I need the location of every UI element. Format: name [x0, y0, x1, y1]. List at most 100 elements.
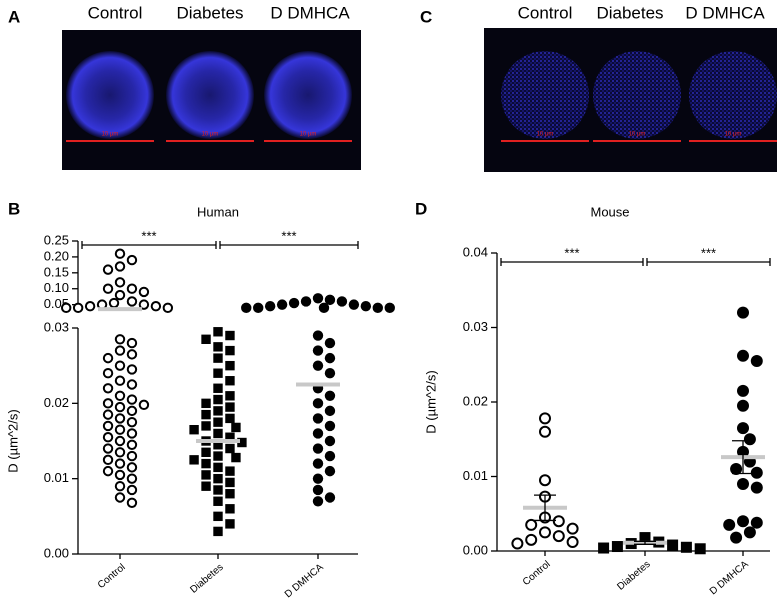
- data-point: [743, 433, 756, 446]
- data-point: [201, 334, 211, 344]
- data-point: [225, 443, 235, 454]
- data-point: [225, 345, 235, 356]
- data-point: [312, 484, 324, 496]
- y-tick-label: 0.00: [463, 542, 488, 557]
- data-point: [114, 413, 126, 424]
- data-point: [114, 390, 126, 401]
- y-tick-label: 0.10: [44, 280, 69, 295]
- data-point: [114, 345, 126, 356]
- data-point: [126, 473, 138, 484]
- data-point: [138, 399, 150, 411]
- data-point: [126, 296, 138, 307]
- data-point: [324, 390, 336, 401]
- data-point: [126, 484, 138, 496]
- data-point: [102, 454, 114, 466]
- data-point: [225, 330, 235, 341]
- data-point: [225, 376, 235, 386]
- data-point: [126, 394, 138, 405]
- data-point: [213, 440, 223, 450]
- data-point: [126, 337, 138, 349]
- data-point: [213, 462, 223, 473]
- cell: [66, 51, 154, 139]
- data-point: [126, 379, 138, 390]
- data-point: [126, 439, 138, 450]
- data-point: [102, 398, 114, 409]
- data-point: [114, 401, 126, 413]
- data-point: [102, 465, 114, 477]
- data-point: [72, 302, 84, 314]
- data-point: [312, 496, 324, 507]
- data-point: [102, 264, 114, 275]
- data-point: [372, 302, 383, 314]
- data-point: [225, 504, 235, 514]
- data-point: [680, 541, 692, 553]
- data-point: [225, 360, 235, 371]
- data-point: [253, 302, 264, 314]
- data-point: [324, 435, 336, 447]
- y-tick-label: 0.02: [463, 393, 488, 408]
- data-point: [312, 398, 324, 409]
- data-point: [126, 349, 138, 360]
- y-axis-label: D (µm^2/s): [5, 409, 20, 472]
- data-point: [552, 530, 565, 543]
- data-point: [312, 443, 324, 454]
- data-point: [598, 542, 610, 554]
- data-point: [126, 416, 138, 428]
- data-point: [566, 522, 579, 535]
- data-point: [384, 302, 395, 314]
- column-label: Diabetes: [176, 3, 243, 22]
- cell: [689, 51, 777, 139]
- data-point: [102, 352, 114, 364]
- data-point: [138, 286, 150, 298]
- data-point: [114, 458, 126, 469]
- data-point: [312, 293, 324, 304]
- data-point: [114, 261, 126, 272]
- y-tick-label: 0.00: [44, 545, 69, 560]
- data-point: [525, 518, 538, 531]
- y-tick-label: 0.03: [44, 319, 69, 334]
- y-tick-label: 0.15: [44, 264, 69, 279]
- cell: [166, 51, 254, 139]
- data-point: [318, 302, 330, 314]
- data-point: [312, 413, 324, 424]
- data-point: [360, 301, 372, 312]
- data-point: [102, 443, 114, 454]
- data-point: [114, 248, 126, 259]
- significance-label: ***: [281, 228, 296, 243]
- data-point: [126, 283, 138, 294]
- data-point: [324, 337, 336, 349]
- data-point: [213, 511, 223, 522]
- data-point: [324, 405, 336, 417]
- scale-bar-label: 10 µm: [537, 132, 554, 138]
- data-point: [126, 428, 138, 439]
- scale-bar-label: 10 µm: [629, 132, 646, 138]
- data-point: [723, 518, 736, 531]
- data-point: [539, 425, 551, 438]
- data-point: [667, 539, 679, 551]
- data-point: [102, 283, 114, 294]
- data-point: [201, 409, 211, 420]
- data-point: [114, 424, 126, 435]
- data-point: [750, 481, 763, 494]
- data-point: [324, 294, 336, 306]
- data-point: [737, 399, 749, 412]
- data-point: [694, 543, 706, 555]
- data-point: [552, 515, 565, 528]
- data-point: [213, 428, 223, 439]
- data-point: [231, 452, 241, 463]
- data-point: [213, 496, 223, 506]
- x-tick-label: Control: [521, 559, 553, 588]
- x-tick-label: D DMHCA: [708, 559, 751, 598]
- data-point: [312, 345, 324, 356]
- data-point: [114, 375, 126, 386]
- data-point: [225, 477, 235, 488]
- data-point: [213, 485, 223, 495]
- data-point: [750, 355, 763, 368]
- scale-bar-label: 10 µm: [300, 132, 317, 138]
- data-point: [324, 492, 336, 503]
- significance-label: ***: [564, 245, 579, 260]
- significance-label: ***: [141, 228, 156, 243]
- data-point: [288, 297, 300, 309]
- data-point: [225, 519, 235, 529]
